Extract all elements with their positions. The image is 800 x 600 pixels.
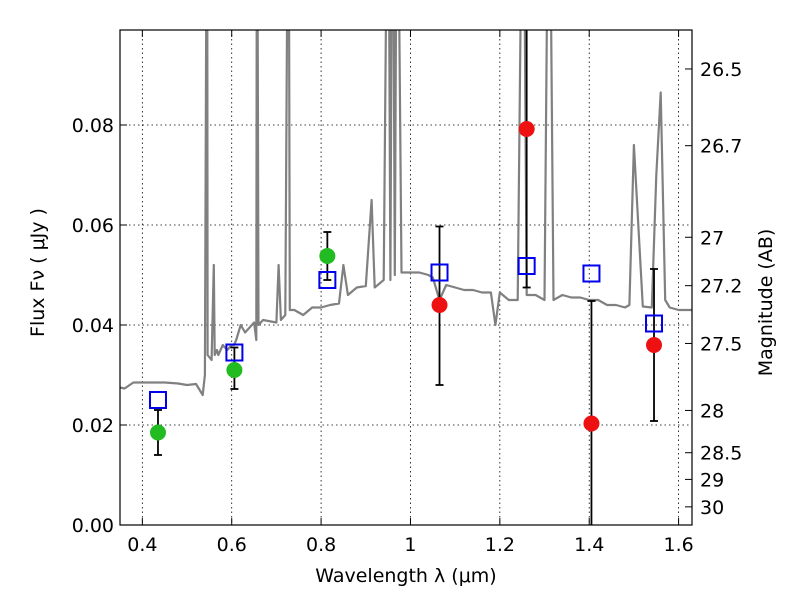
model-bandpass-square [582, 264, 601, 283]
y-tick-label: 0.02 [72, 415, 114, 437]
y-tick-label: 0.04 [72, 315, 114, 337]
y2-tick-label: 27 [700, 227, 724, 249]
x-tick-label: 0.8 [306, 534, 336, 556]
model-bandpass-square [517, 257, 536, 275]
data-points [148, 121, 664, 441]
x-axis-label: Wavelength λ (μm) [315, 565, 496, 587]
x-tick-label: 0.4 [127, 534, 157, 556]
plot-frame [119, 29, 693, 526]
model-spectrum [120, 30, 692, 397]
y-tick-label: 0.00 [72, 515, 114, 537]
data-point-circle [583, 415, 600, 432]
y2-tick-label: 27.2 [700, 276, 742, 298]
x-tick-label: 1.2 [485, 534, 515, 556]
y2-tick-label: 30 [700, 497, 724, 519]
y-tick-label: 0.08 [72, 115, 114, 137]
model-bandpass-square [148, 391, 167, 409]
error-bars [153, 30, 659, 525]
x-tick-label: 1.6 [663, 534, 693, 556]
x-tick-label: 1.4 [574, 534, 604, 556]
model-bandpass-square [430, 263, 449, 282]
x-tick-label: 1 [404, 534, 416, 556]
y2-axis-label: Magnitude (AB) [755, 229, 777, 377]
data-point-circle [646, 337, 663, 353]
y2-tick-label: 28.5 [700, 443, 742, 465]
y-axis-ticks: 0.00 0.02 0.04 0.06 0.08 [72, 115, 127, 537]
x-tick-label: 0.6 [217, 534, 247, 556]
spectrum-line [120, 30, 692, 397]
data-point-circle [226, 362, 243, 378]
y2-tick-label: 28 [700, 400, 724, 422]
y-axis-label: Flux Fν ( μJy ) [27, 208, 49, 337]
y2-tick-label: 26.5 [700, 59, 742, 81]
x-axis-ticks: 0.4 0.6 0.8 1 1.2 1.4 1.6 [127, 30, 694, 556]
y-tick-label: 0.06 [72, 215, 114, 237]
model-bandpass-square [225, 343, 244, 362]
data-point-circle [319, 248, 336, 264]
y2-tick-label: 26.7 [700, 136, 742, 158]
model-bandpass-square [645, 314, 664, 333]
data-point-circle [149, 424, 166, 441]
y2-axis-ticks: 26.5 26.7 27 27.2 27.5 28 28.5 29 30 [685, 59, 742, 519]
model-bandpass-square [318, 271, 337, 289]
data-point-circle [518, 121, 535, 137]
y2-tick-label: 27.5 [700, 333, 742, 355]
data-point-circle [431, 297, 448, 313]
y2-tick-label: 29 [700, 469, 724, 491]
